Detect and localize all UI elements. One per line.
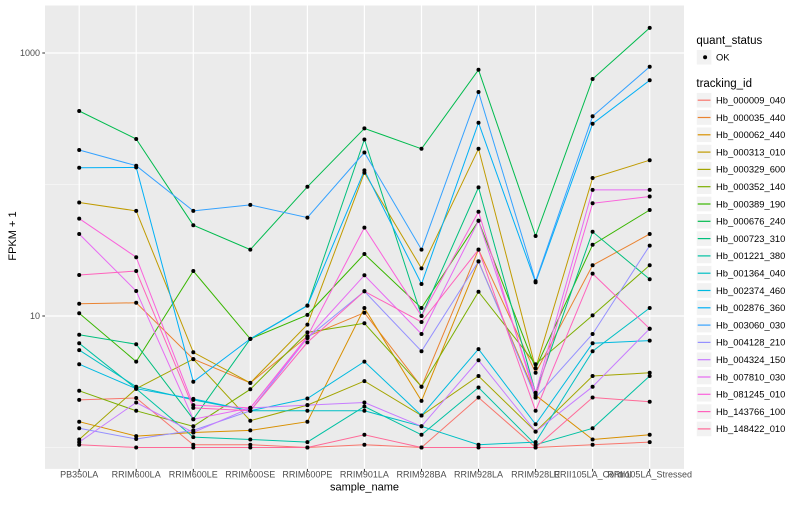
- svg-text:RRIM600SE: RRIM600SE: [225, 470, 275, 480]
- svg-text:Hb_004324_150: Hb_004324_150: [716, 354, 785, 365]
- svg-text:RRII105LA_Stressed: RRII105LA_Stressed: [607, 470, 692, 480]
- svg-text:Hb_002374_460: Hb_002374_460: [716, 285, 785, 296]
- svg-text:Hb_001364_040: Hb_001364_040: [716, 268, 785, 279]
- svg-text:Hb_007810_030: Hb_007810_030: [716, 371, 785, 382]
- svg-text:Hb_004128_210: Hb_004128_210: [716, 337, 785, 348]
- svg-text:sample_name: sample_name: [330, 482, 399, 494]
- svg-text:RRIM600LE: RRIM600LE: [169, 470, 218, 480]
- svg-text:Hb_000352_140: Hb_000352_140: [716, 181, 785, 192]
- svg-text:Hb_003060_030: Hb_003060_030: [716, 319, 785, 330]
- svg-text:RRIM901LA: RRIM901LA: [340, 470, 389, 480]
- svg-text:quant_status: quant_status: [696, 35, 762, 47]
- svg-text:1000: 1000: [20, 48, 40, 58]
- svg-text:Hb_000389_190: Hb_000389_190: [716, 198, 785, 209]
- svg-text:10: 10: [30, 311, 40, 321]
- svg-text:Hb_000329_600: Hb_000329_600: [716, 164, 785, 175]
- svg-text:RRIM600LA: RRIM600LA: [112, 470, 161, 480]
- svg-text:Hb_148422_010: Hb_148422_010: [716, 423, 785, 434]
- svg-text:Hb_081245_010: Hb_081245_010: [716, 389, 785, 400]
- svg-text:tracking_id: tracking_id: [696, 78, 752, 90]
- svg-text:FPKM + 1: FPKM + 1: [7, 211, 19, 260]
- svg-text:RRIM600PE: RRIM600PE: [282, 470, 332, 480]
- svg-text:RRIM928BA: RRIM928BA: [396, 470, 446, 480]
- svg-text:Hb_000062_440: Hb_000062_440: [716, 129, 785, 140]
- svg-text:RRII105LA_Control: RRII105LA_Control: [554, 470, 632, 480]
- svg-text:Hb_143766_100: Hb_143766_100: [716, 406, 785, 417]
- svg-text:RRIM928LE: RRIM928LE: [511, 470, 560, 480]
- svg-text:Hb_002876_360: Hb_002876_360: [716, 302, 785, 313]
- svg-text:Hb_000035_440: Hb_000035_440: [716, 112, 785, 123]
- svg-text:Hb_001221_380: Hb_001221_380: [716, 250, 785, 261]
- svg-text:RRIM928LA: RRIM928LA: [454, 470, 503, 480]
- svg-text:PB350LA: PB350LA: [60, 470, 98, 480]
- svg-text:Hb_000723_310: Hb_000723_310: [716, 233, 785, 244]
- svg-text:OK: OK: [716, 51, 730, 62]
- svg-text:Hb_000676_240: Hb_000676_240: [716, 216, 785, 227]
- svg-text:Hb_000009_040: Hb_000009_040: [716, 95, 785, 106]
- svg-text:Hb_000313_010: Hb_000313_010: [716, 146, 785, 157]
